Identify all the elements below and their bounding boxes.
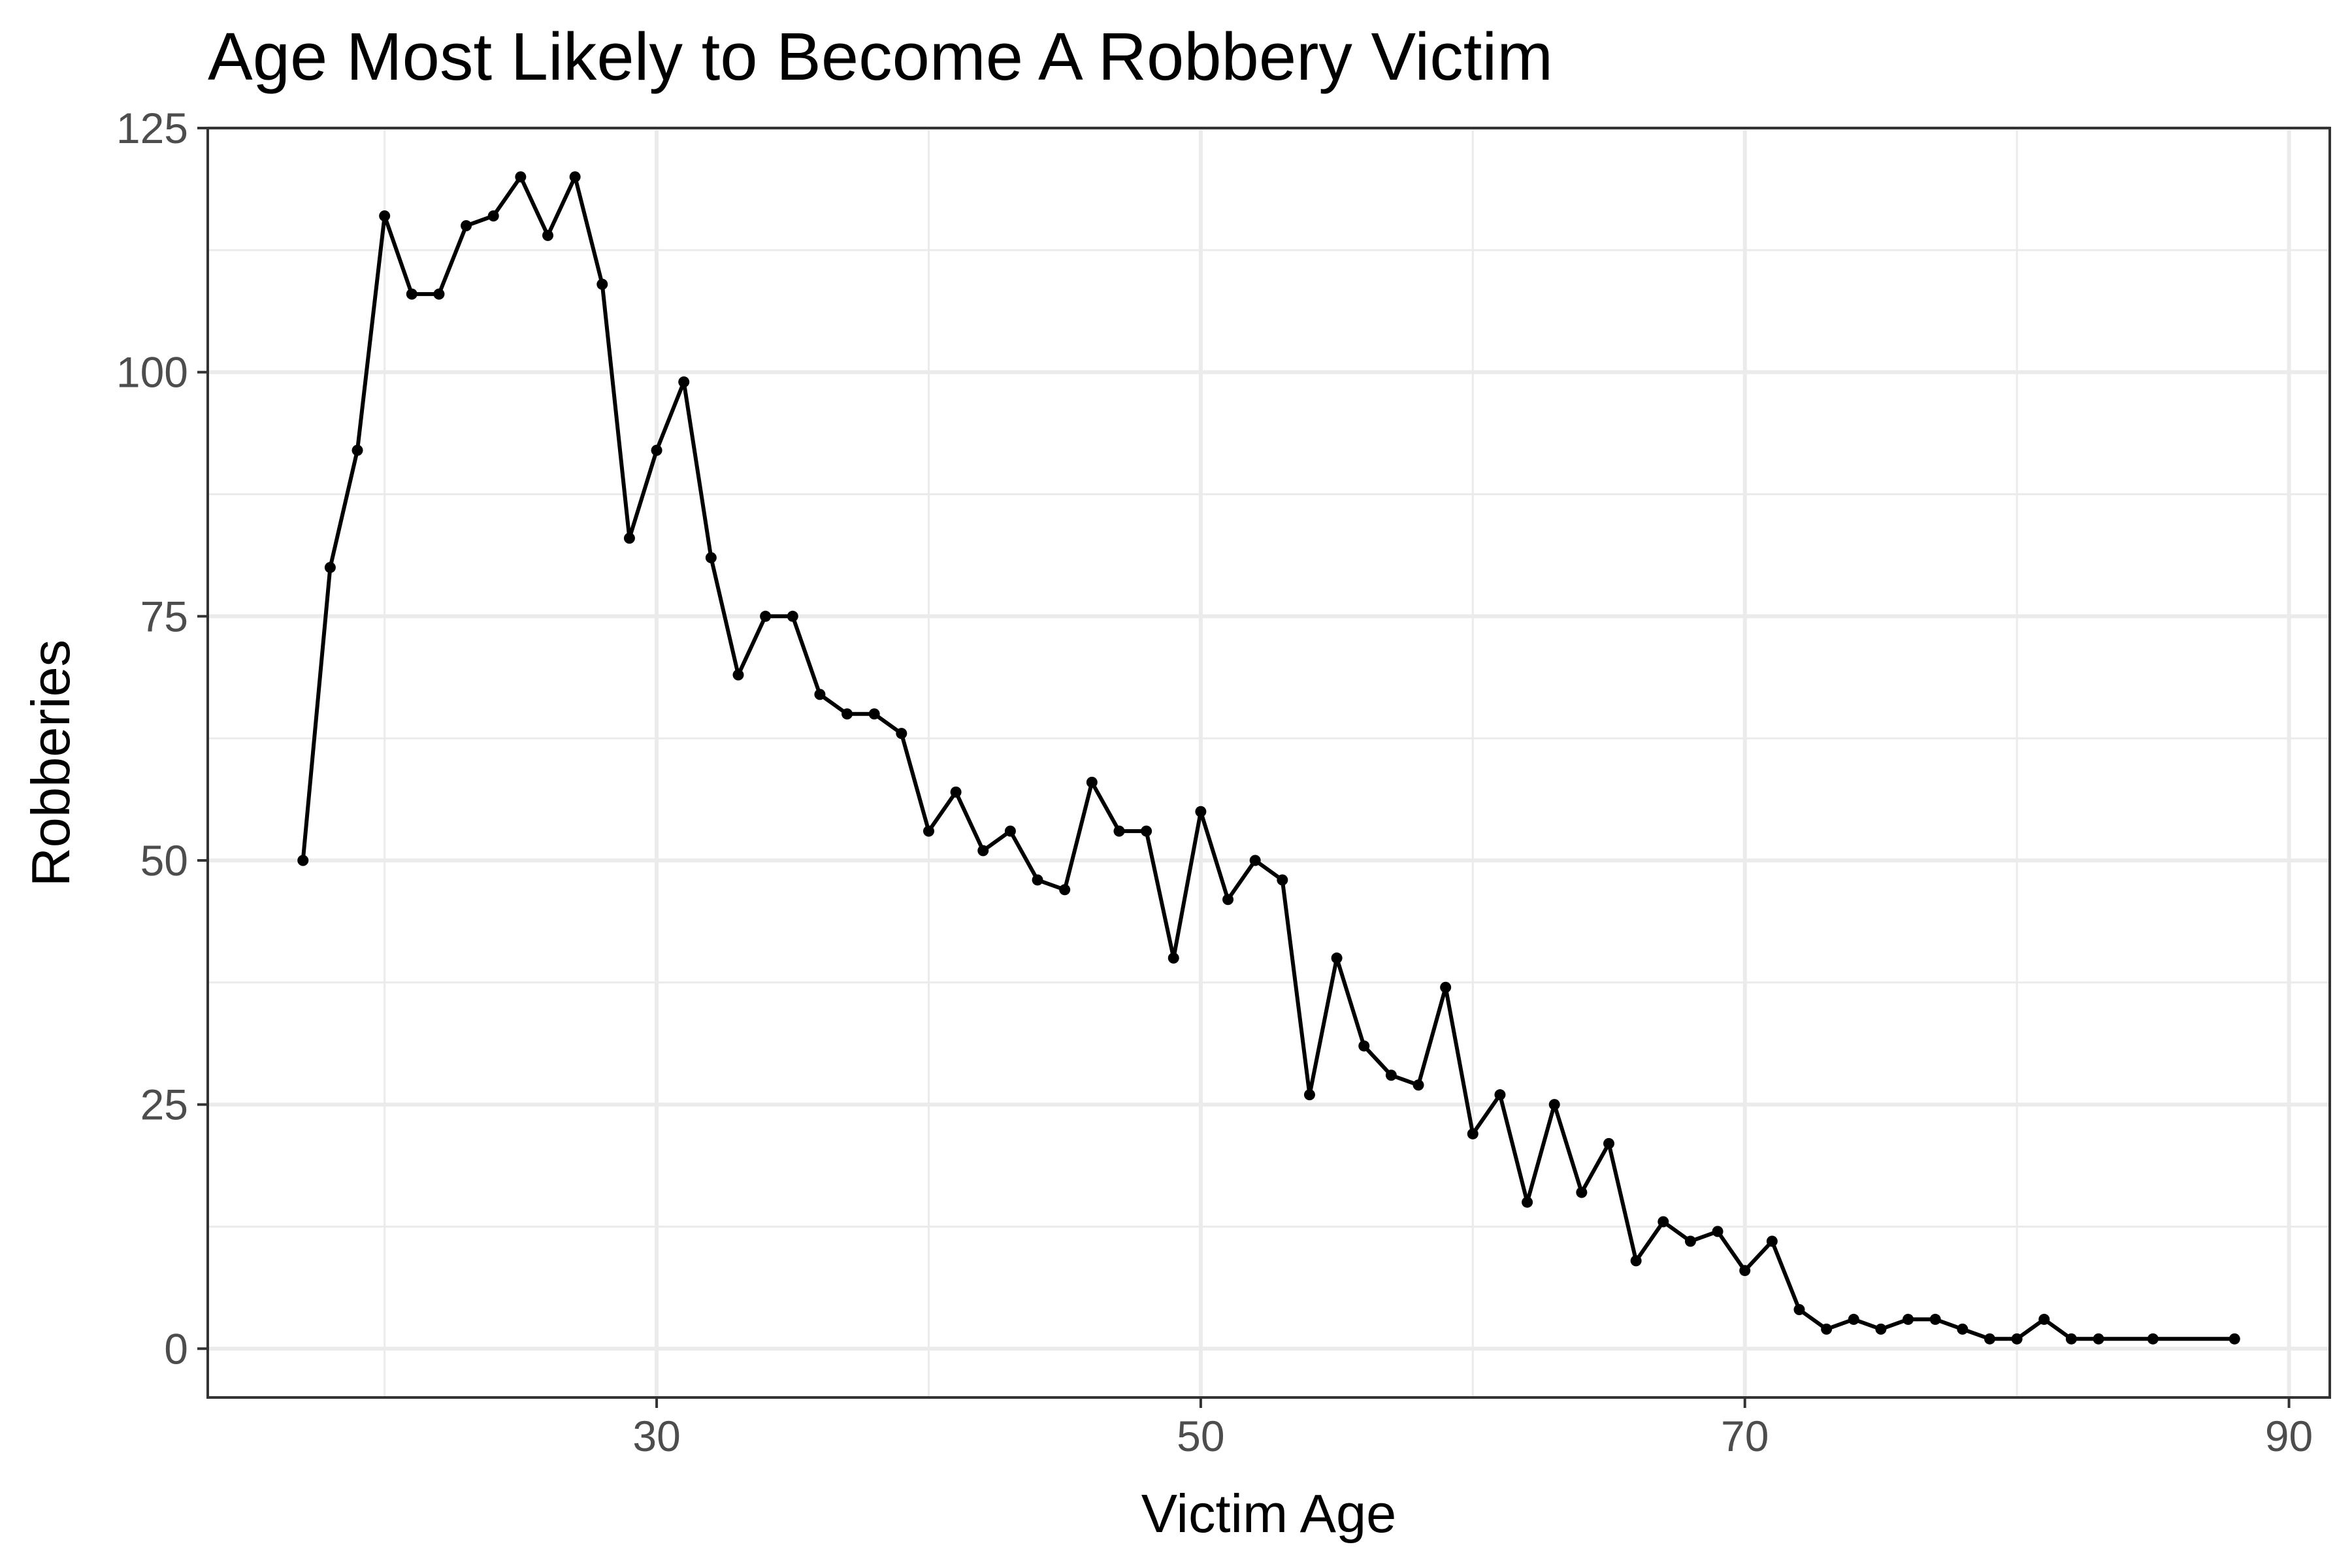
data-point [569,171,581,183]
data-point [1929,1313,1941,1325]
data-point [1903,1313,1914,1325]
data-point [596,278,608,290]
data-point [1113,825,1125,837]
y-tick-label: 100 [116,348,188,397]
data-point [841,708,853,720]
data-point [1739,1265,1751,1277]
data-point [1576,1186,1588,1198]
data-point [351,444,363,456]
gridlines [208,126,2330,1397]
data-point [1385,1070,1397,1081]
data-point [461,220,472,231]
x-axis-ticks: 30 50 70 90 [632,1397,2313,1460]
data-point [2011,1333,2023,1345]
data-point [406,288,417,300]
data-point [1548,1099,1560,1111]
data-point [1957,1323,1968,1335]
y-tick-label: 25 [140,1081,188,1129]
data-point [1249,855,1261,866]
data-point [1684,1235,1696,1247]
data-point [1032,874,1043,886]
data-point [379,210,391,222]
data-point [1848,1313,1859,1325]
data-point [1303,1089,1315,1101]
data-point [1467,1128,1478,1139]
data-point [1358,1040,1370,1052]
data-point [1712,1226,1723,1237]
data-point [297,855,309,866]
y-axis-ticks: 0 25 50 75 100 125 [116,104,208,1373]
data-point [1141,825,1152,837]
data-point [1059,884,1071,896]
y-tick-label: 0 [164,1324,188,1373]
data-point [1793,1303,1805,1315]
data-point [1766,1235,1778,1247]
data-point [1630,1255,1642,1267]
data-point [1440,981,1452,993]
data-point [814,689,826,700]
x-tick-label: 90 [2265,1412,2313,1460]
data-point [732,669,744,681]
panel-border [206,127,2331,1399]
data-point [705,552,717,564]
data-point [678,376,690,388]
data-point [324,562,336,574]
data-point [950,786,962,798]
data-point [2147,1333,2159,1345]
data-point [2065,1333,2077,1345]
data-point [1821,1323,1833,1335]
data-point [623,532,635,544]
y-axis-title: Robberies [20,640,81,887]
data-point [1222,894,1234,906]
data-point [896,728,907,740]
y-tick-label: 50 [140,836,188,885]
x-axis-title: Victim Age [1141,1483,1397,1544]
x-tick-label: 30 [632,1412,680,1460]
data-point [1522,1196,1533,1208]
data-point [1494,1089,1506,1101]
data-point [433,288,445,300]
data-point [2038,1313,2050,1325]
data-point [1086,776,1098,788]
data-point [977,845,989,857]
data-point [1168,952,1179,964]
data-point [1277,874,1288,886]
data-point [787,610,798,622]
data-point [1984,1333,1995,1345]
x-tick-label: 50 [1177,1412,1224,1460]
data-point [1195,806,1207,817]
x-tick-label: 70 [1721,1412,1769,1460]
data-point [515,171,527,183]
data-point [651,444,662,456]
data-point [760,610,772,622]
data-point [868,708,880,720]
data-point [2093,1333,2104,1345]
data-point [542,229,554,241]
data-point [1413,1079,1424,1091]
data-point [923,825,934,837]
data-point [1875,1323,1887,1335]
y-tick-label: 75 [140,592,188,640]
data-point [1603,1137,1615,1149]
data-point [487,210,499,222]
data-point [1004,825,1016,837]
data-point [1658,1216,1669,1228]
data-point [1331,952,1343,964]
chart-title: Age Most Likely to Become A Robbery Vict… [208,19,1553,94]
y-tick-label: 125 [116,104,188,152]
data-point [2229,1333,2240,1345]
data-points [297,171,2240,1345]
